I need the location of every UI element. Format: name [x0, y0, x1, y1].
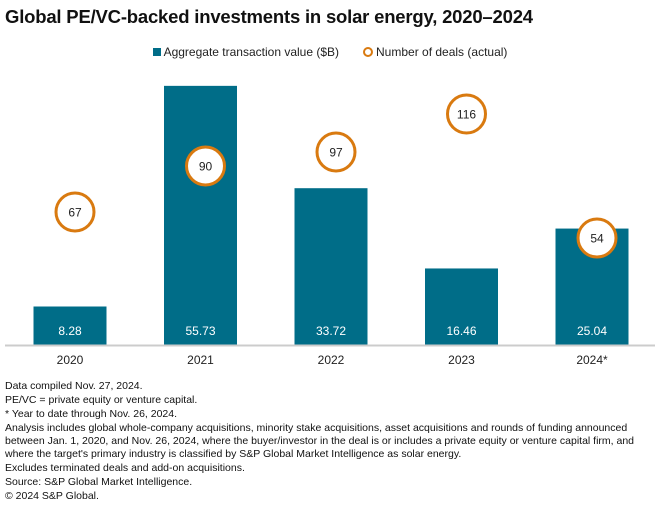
- deal-count-label: 90: [199, 160, 213, 174]
- legend-item-transaction-value: Aggregate transaction value ($B): [152, 45, 340, 59]
- bar-value-label: 16.46: [446, 324, 476, 338]
- bar-2021: [164, 85, 237, 345]
- bar-value-label: 25.04: [577, 324, 607, 338]
- legend: Aggregate transaction value ($B) Number …: [0, 45, 660, 59]
- note-exclusions: Excludes terminated deals and add-on acq…: [5, 462, 245, 474]
- bar-2023: [425, 268, 498, 345]
- deal-marker-2021: [185, 145, 226, 187]
- x-tick-label: 2021: [187, 353, 214, 367]
- note-compiled: Data compiled Nov. 27, 2024.: [5, 380, 143, 392]
- legend-label: Aggregate transaction value ($B): [163, 45, 340, 59]
- bar-2020: [33, 306, 107, 345]
- deal-marker-2023: [446, 93, 487, 135]
- deal-count-label: 116: [457, 108, 476, 122]
- deal-marker-2020: [54, 191, 96, 233]
- x-tick-label: 2022: [318, 353, 345, 367]
- legend-item-deals: Number of deals (actual): [363, 45, 507, 59]
- deal-count-label: 67: [68, 206, 82, 220]
- footnotes: Data compiled Nov. 27, 2024. PE/VC = pri…: [5, 380, 660, 504]
- deal-marker-2022: [315, 131, 357, 173]
- note-definition: PE/VC = private equity or venture capita…: [5, 394, 198, 406]
- legend-square-icon: [152, 48, 161, 56]
- deal-marker-2024: [576, 217, 618, 259]
- chart-plot: 8.28 2020 55.73 2021 33.72 2022 16.46 2023 25.04…: [5, 85, 655, 367]
- bar-value-label: 33.72: [316, 324, 346, 338]
- deal-count-label: 54: [590, 232, 604, 246]
- x-tick-label: 2024*: [576, 353, 608, 367]
- legend-circle-icon: [363, 47, 374, 57]
- note-analysis: Analysis includes global whole-company a…: [5, 422, 635, 460]
- legend-label: Number of deals (actual): [376, 45, 508, 59]
- note-source: Source: S&P Global Market Intelligence.: [5, 476, 193, 488]
- chart-title: Global PE/VC-backed investments in solar…: [5, 6, 533, 27]
- bar-value-label: 8.28: [58, 324, 82, 338]
- bar-value-label: 55.73: [185, 324, 215, 338]
- x-tick-label: 2020: [57, 353, 84, 367]
- bar-2022: [294, 188, 368, 345]
- note-copyright: © 2024 S&P Global.: [5, 490, 99, 502]
- deal-count-label: 97: [329, 146, 343, 160]
- note-ytd: * Year to date through Nov. 26, 2024.: [5, 408, 178, 420]
- x-tick-label: 2023: [448, 353, 475, 367]
